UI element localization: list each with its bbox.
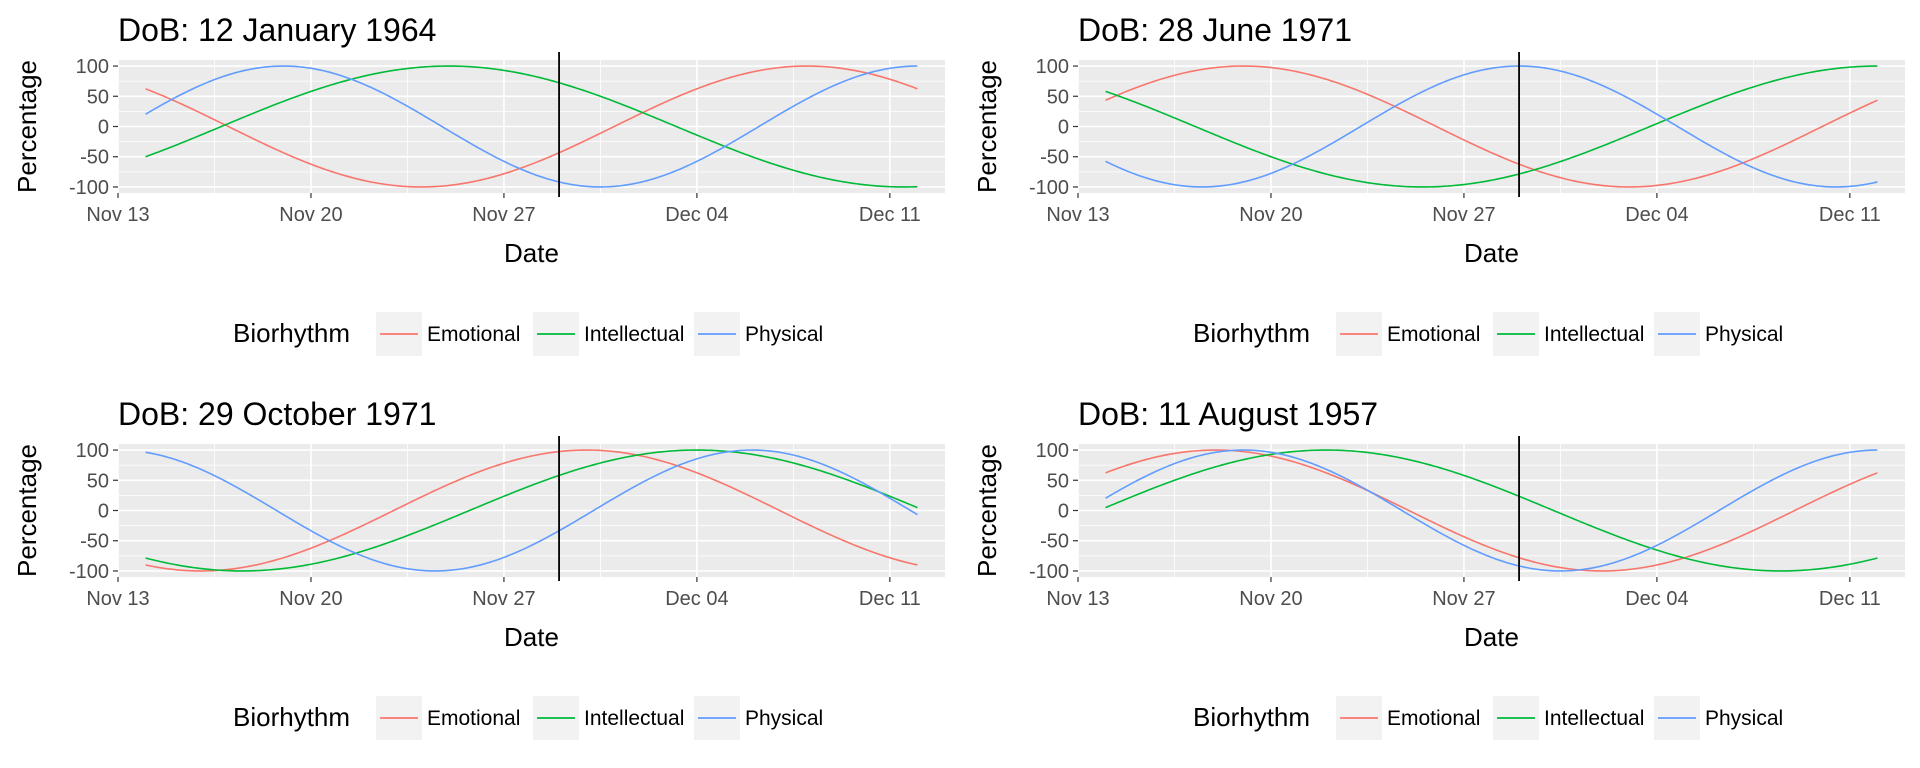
x-axis-title: Date <box>504 622 559 652</box>
y-tick-label: 50 <box>87 86 109 108</box>
legend-label-physical: Physical <box>1705 707 1783 730</box>
x-tick-label: Dec 11 <box>859 588 921 610</box>
x-tick-label: Nov 20 <box>1239 588 1302 610</box>
x-tick-label: Nov 20 <box>279 588 342 610</box>
x-tick-label: Dec 04 <box>665 588 728 610</box>
y-tick-label: 100 <box>1036 56 1069 78</box>
legend: Biorhythm Emotional Intellectual Physical <box>1193 312 1783 356</box>
legend-label-emotional: Emotional <box>1387 323 1480 346</box>
chart-title: DoB: 29 October 1971 <box>118 396 436 432</box>
y-axis-title: Percentage <box>12 444 42 577</box>
y-tick-label: 0 <box>1058 501 1069 523</box>
x-tick-label: Dec 11 <box>1819 204 1881 226</box>
series-line-emotional <box>145 449 918 572</box>
chart-panel-2: DoB: 28 June 1971 100 50 0 -50 -100 Nov 13 Nov … <box>972 12 1905 356</box>
x-tick-label: Dec 04 <box>665 204 728 226</box>
series-line-intellectual <box>1105 65 1878 188</box>
y-tick-label: -50 <box>1040 147 1069 169</box>
series-line-physical <box>145 65 918 188</box>
x-tick-label: Nov 27 <box>472 588 535 610</box>
y-tick-label: -100 <box>69 177 109 199</box>
legend-label-physical: Physical <box>745 707 823 730</box>
series-line-intellectual <box>1105 449 1878 572</box>
y-tick-label: 100 <box>1036 440 1069 462</box>
x-tick-label: Nov 27 <box>1432 588 1495 610</box>
series-line-physical <box>145 449 918 572</box>
legend-label-intellectual: Intellectual <box>1544 323 1644 346</box>
legend-label-intellectual: Intellectual <box>584 707 684 730</box>
legend-title: Biorhythm <box>1193 702 1310 732</box>
legend-title: Biorhythm <box>233 702 350 732</box>
y-axis-title: Percentage <box>972 60 1002 193</box>
y-tick-label: -100 <box>69 561 109 583</box>
x-axis-title: Date <box>504 238 559 268</box>
x-axis-title: Date <box>1464 238 1519 268</box>
series-line-physical <box>1105 65 1878 188</box>
y-tick-label: -100 <box>1029 561 1069 583</box>
series-line-physical <box>1105 449 1878 572</box>
legend-title: Biorhythm <box>233 318 350 348</box>
series-line-emotional <box>1105 65 1878 188</box>
legend-label-emotional: Emotional <box>1387 707 1480 730</box>
y-tick-label: 50 <box>1047 86 1069 108</box>
series-line-intellectual <box>145 449 918 572</box>
y-tick-label: 100 <box>76 56 109 78</box>
y-tick-label: 100 <box>76 440 109 462</box>
y-tick-label: -100 <box>1029 177 1069 199</box>
x-tick-label: Nov 13 <box>86 588 149 610</box>
x-tick-label: Nov 13 <box>1046 204 1109 226</box>
y-tick-label: 0 <box>98 117 109 139</box>
legend-label-physical: Physical <box>1705 323 1783 346</box>
legend: Biorhythm Emotional Intellectual Physical <box>233 312 823 356</box>
x-axis-title: Date <box>1464 622 1519 652</box>
y-tick-label: 0 <box>1058 117 1069 139</box>
x-tick-label: Nov 20 <box>1239 204 1302 226</box>
x-tick-label: Nov 13 <box>86 204 149 226</box>
chart-title: DoB: 11 August 1957 <box>1078 396 1378 432</box>
chart-panel-3: DoB: 29 October 1971 100 50 0 -50 -100 Nov 13 N… <box>12 396 945 740</box>
x-tick-label: Nov 13 <box>1046 588 1109 610</box>
chart-title: DoB: 12 January 1964 <box>118 12 436 48</box>
legend: Biorhythm Emotional Intellectual Physical <box>1193 696 1783 740</box>
y-tick-label: 50 <box>1047 470 1069 492</box>
y-tick-label: -50 <box>1040 531 1069 553</box>
legend-label-intellectual: Intellectual <box>584 323 684 346</box>
chart-panel-4: DoB: 11 August 1957 100 50 0 -50 -100 Nov 13 No… <box>972 396 1905 740</box>
y-tick-label: -50 <box>80 147 109 169</box>
chart-panel-1: DoB: 12 January 1964 100 50 0 -50 -100 Nov 13 N… <box>12 12 945 356</box>
x-tick-label: Dec 11 <box>859 204 921 226</box>
x-tick-label: Dec 11 <box>1819 588 1881 610</box>
legend-title: Biorhythm <box>1193 318 1310 348</box>
x-tick-label: Nov 27 <box>1432 204 1495 226</box>
series-line-emotional <box>145 65 918 188</box>
legend-label-emotional: Emotional <box>427 323 520 346</box>
chart-title: DoB: 28 June 1971 <box>1078 12 1352 48</box>
y-tick-label: 50 <box>87 470 109 492</box>
legend-label-intellectual: Intellectual <box>1544 707 1644 730</box>
x-tick-label: Nov 20 <box>279 204 342 226</box>
series-line-intellectual <box>145 65 918 188</box>
x-tick-label: Nov 27 <box>472 204 535 226</box>
x-tick-label: Dec 04 <box>1625 204 1688 226</box>
y-axis-title: Percentage <box>12 60 42 193</box>
y-tick-label: -50 <box>80 531 109 553</box>
x-tick-label: Dec 04 <box>1625 588 1688 610</box>
y-axis-title: Percentage <box>972 444 1002 577</box>
legend: Biorhythm Emotional Intellectual Physical <box>233 696 823 740</box>
legend-label-emotional: Emotional <box>427 707 520 730</box>
y-tick-label: 0 <box>98 501 109 523</box>
legend-label-physical: Physical <box>745 323 823 346</box>
